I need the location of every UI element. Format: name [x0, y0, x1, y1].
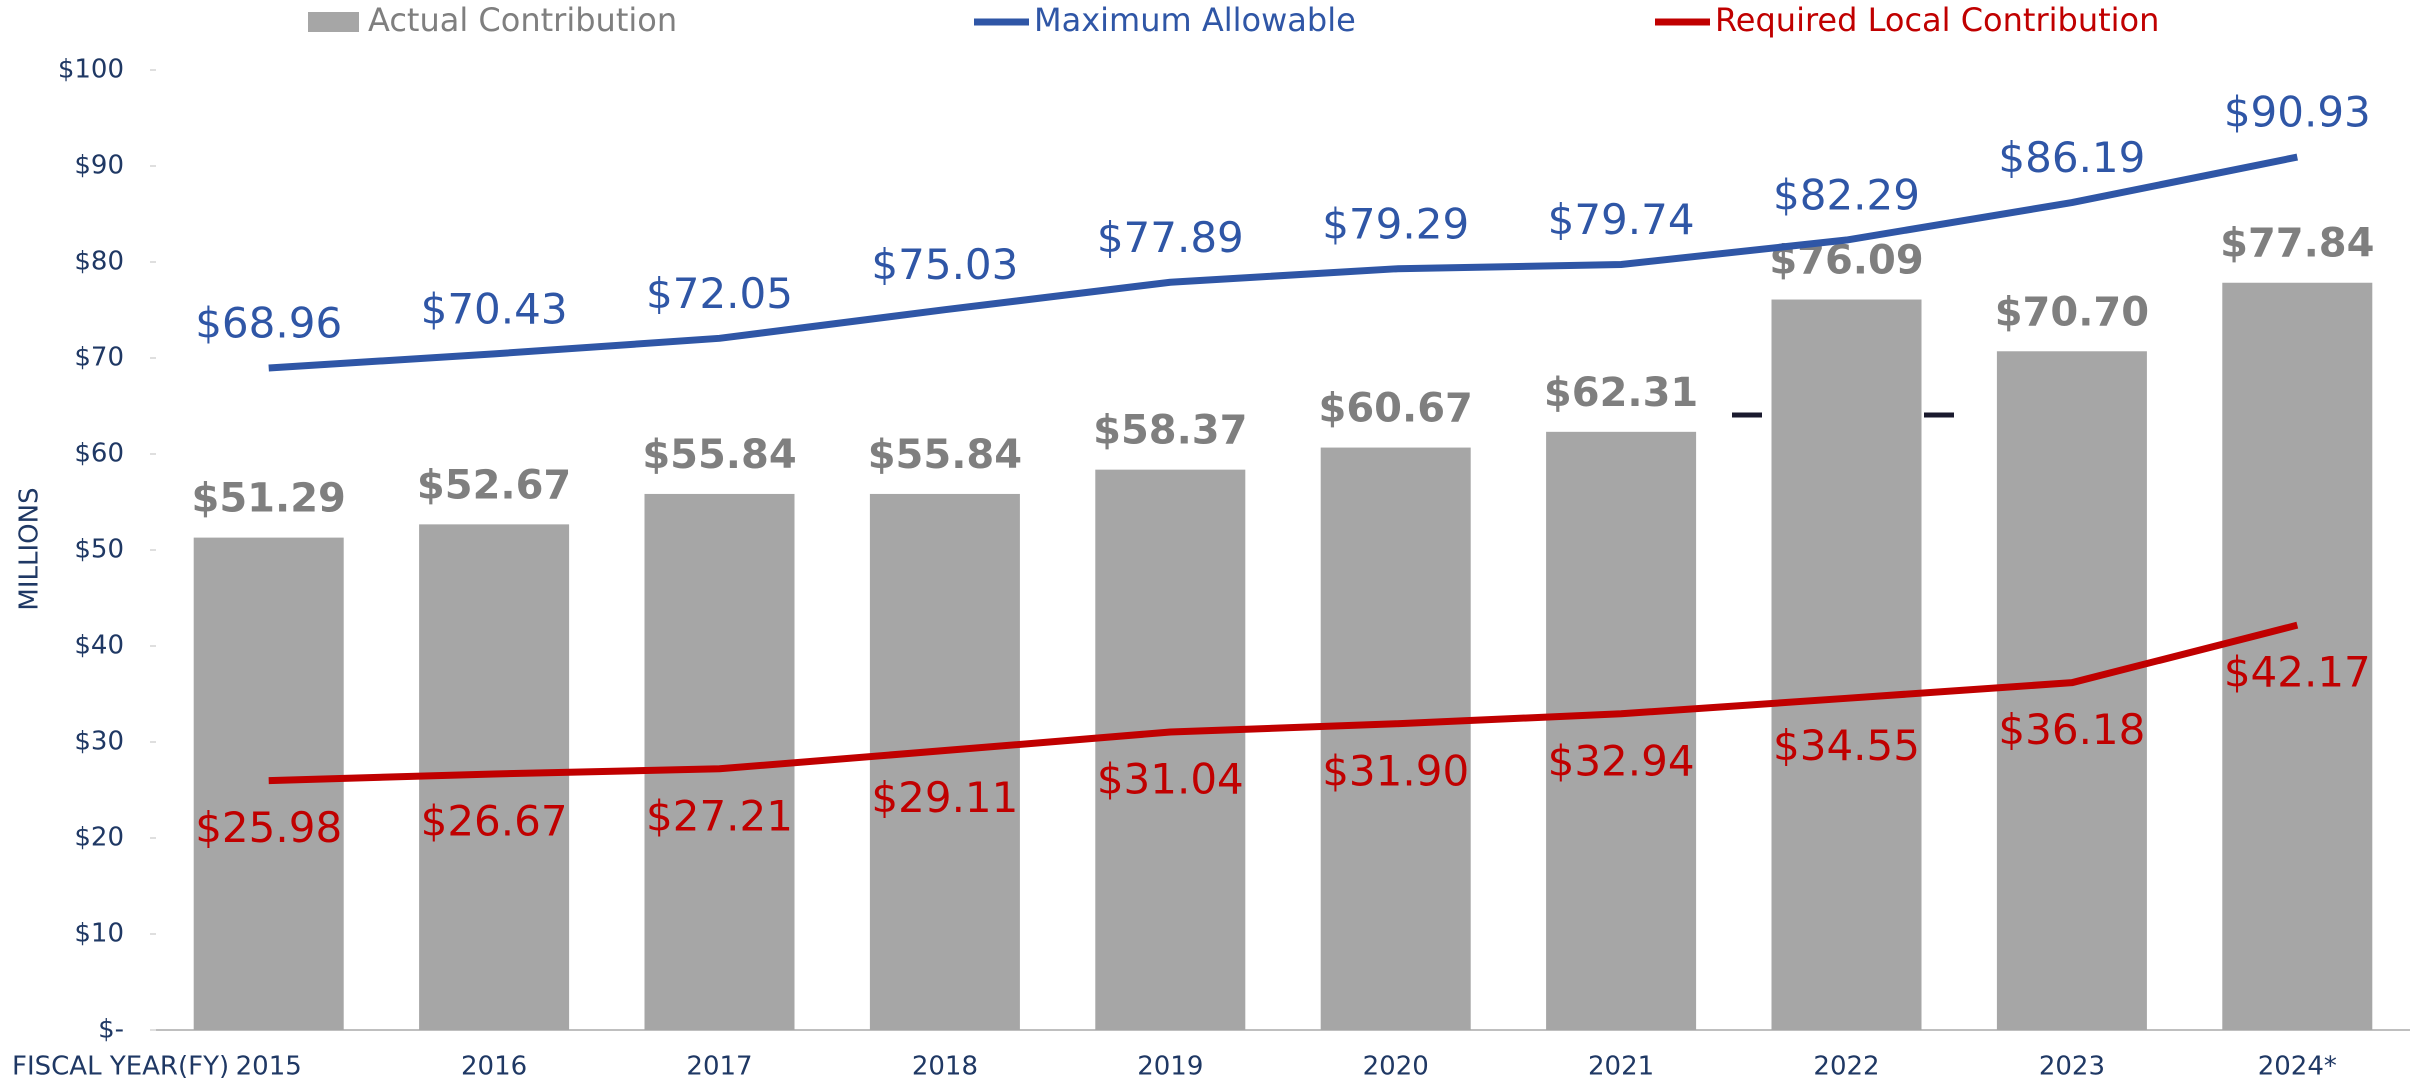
bar-value-label: $55.84 — [868, 432, 1022, 478]
y-tick-label: $30 — [74, 727, 124, 757]
y-tick-label: $60 — [74, 439, 124, 469]
bar-value-label: $62.31 — [1544, 370, 1698, 416]
y-tick-label: $70 — [74, 343, 124, 373]
page: FISCAL YEAR(FY) MILLIONS $- $10 $20 $30 $40 $… — [0, 0, 2425, 1084]
line-value-label: $86.19 — [1998, 133, 2145, 182]
x-tick-label: 2021 — [1588, 1052, 1654, 1082]
line-series — [269, 625, 2298, 780]
line-value-label: $72.05 — [646, 269, 793, 318]
line-value-label: $79.29 — [1322, 199, 1469, 248]
x-tick-label: 2023 — [2039, 1052, 2105, 1082]
legend-label: Required Local Contribution — [1715, 1, 2159, 39]
chart: FISCAL YEAR(FY) MILLIONS $- $10 $20 $30 $40 $… — [0, 0, 2425, 1084]
x-tick-label: 2020 — [1363, 1052, 1429, 1082]
bar-value-label: $77.84 — [2220, 221, 2374, 267]
x-tick-label: 2024* — [2258, 1052, 2337, 1082]
x-tick-label: 2019 — [1137, 1052, 1203, 1082]
line-value-label: $32.94 — [1548, 736, 1695, 785]
bar — [1546, 432, 1696, 1030]
line-value-label: $79.74 — [1548, 195, 1695, 244]
line-value-label: $34.55 — [1773, 721, 1920, 770]
line-value-label: $25.98 — [195, 803, 342, 852]
x-tick-label: 2015 — [236, 1052, 302, 1082]
y-tick-label: $50 — [74, 535, 124, 565]
legend-swatch — [308, 12, 359, 32]
bar — [1095, 470, 1245, 1030]
bar-value-label: $58.37 — [1093, 408, 1247, 454]
bar-value-label: $51.29 — [192, 476, 346, 522]
y-tick-label: $90 — [74, 151, 124, 181]
line-value-label: $70.43 — [421, 284, 568, 333]
bar-value-label: $60.67 — [1319, 386, 1473, 432]
line-series — [269, 157, 2298, 368]
bar — [194, 538, 344, 1030]
bar-value-label: $55.84 — [642, 432, 796, 478]
line-value-label: $31.90 — [1322, 746, 1469, 795]
x-tick-label: 2017 — [686, 1052, 752, 1082]
y-tick-label: $100 — [58, 55, 124, 85]
bar-value-label: $70.70 — [1995, 289, 2149, 335]
line-value-label: $42.17 — [2224, 648, 2371, 697]
bar-value-label: $52.67 — [417, 462, 571, 508]
bar — [1997, 351, 2147, 1030]
line-value-label: $31.04 — [1097, 755, 1244, 804]
bar — [870, 494, 1020, 1030]
line-value-label: $75.03 — [871, 240, 1018, 289]
legend-label: Actual Contribution — [368, 1, 677, 39]
x-tick-label: 2016 — [461, 1052, 527, 1082]
bar — [1772, 300, 1922, 1030]
line-value-label: $29.11 — [871, 773, 1018, 822]
x-axis-label: FISCAL YEAR(FY) — [12, 1052, 229, 1082]
legend-label: Maximum Allowable — [1034, 1, 1356, 39]
line-value-label: $90.93 — [2224, 88, 2371, 137]
line-value-label: $27.21 — [646, 791, 793, 840]
y-tick-label: $40 — [74, 631, 124, 661]
y-axis-label: MILLIONS — [15, 487, 45, 610]
x-tick-label: 2018 — [912, 1052, 978, 1082]
line-value-label: $26.67 — [421, 796, 568, 845]
y-tick-label: $10 — [74, 919, 124, 949]
x-tick-label: 2022 — [1813, 1052, 1879, 1082]
y-tick-label: $80 — [74, 247, 124, 277]
line-value-label: $36.18 — [1998, 705, 2145, 754]
line-value-label: $77.89 — [1097, 213, 1244, 262]
y-tick-label: $- — [98, 1015, 124, 1045]
line-value-label: $68.96 — [195, 298, 342, 347]
y-tick-label: $20 — [74, 823, 124, 853]
line-value-label: $82.29 — [1773, 171, 1920, 220]
bar — [1321, 448, 1471, 1030]
